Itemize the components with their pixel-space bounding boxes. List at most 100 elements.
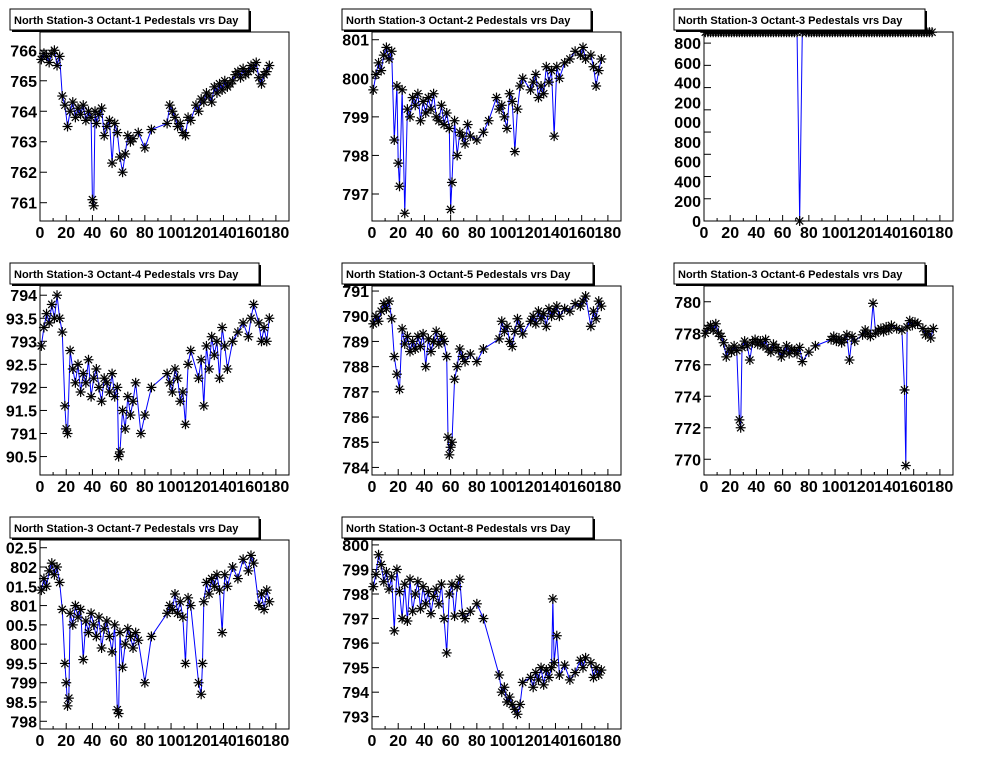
data-point-marker xyxy=(91,363,102,374)
chart-panel-2: 0 20 40 60 80 100 120 140 160 180 797 798 799 800 801 N… xyxy=(341,8,622,242)
data-point-marker xyxy=(844,355,855,366)
chart-panel-7: 0 20 40 60 80 100 120 140 160 180 798 98.5 799 99.5 80… xyxy=(6,516,290,750)
x-tick-label: 80 xyxy=(468,225,486,242)
data-point-marker xyxy=(62,121,73,132)
data-point-marker xyxy=(428,336,439,347)
y-tick-label: 02.5 xyxy=(6,541,37,558)
data-point-marker xyxy=(88,373,99,384)
data-point-marker xyxy=(61,677,72,688)
y-tick-label: 93.5 xyxy=(6,311,37,328)
y-tick-label: 801 xyxy=(342,33,369,50)
data-point-marker xyxy=(394,586,405,597)
x-tick-label: 40 xyxy=(84,225,102,242)
data-point-marker xyxy=(232,573,243,584)
data-point-marker xyxy=(528,77,539,88)
data-point-marker xyxy=(99,623,110,634)
data-point-marker xyxy=(428,591,439,602)
data-point-marker xyxy=(117,405,128,416)
data-point-marker xyxy=(405,111,416,122)
chart-title: North Station-3 Octant-3 Pedestals vrs D… xyxy=(678,15,903,27)
data-point-marker xyxy=(248,558,259,569)
y-tick-label: 797 xyxy=(342,187,369,204)
data-point-marker xyxy=(389,351,400,362)
data-point-marker xyxy=(407,606,418,617)
data-point-marker xyxy=(797,356,808,367)
data-point-marker xyxy=(59,658,70,669)
data-point-marker xyxy=(564,54,575,64)
data-point-marker xyxy=(452,150,463,161)
data-point-marker xyxy=(54,51,65,62)
chart-panel-5: 0 20 40 60 80 100 120 140 160 180 784 785 786 787 788 7… xyxy=(341,262,622,496)
chart-panel-1: 0 20 40 60 80 100 120 140 160 180 761 762 763 764 765 7… xyxy=(9,8,290,242)
data-point-marker xyxy=(139,677,150,688)
data-point-marker xyxy=(36,585,47,596)
data-point-marker xyxy=(443,432,454,443)
data-point-marker xyxy=(368,84,379,95)
data-point-marker xyxy=(73,612,84,623)
data-point-marker xyxy=(88,200,99,211)
data-point-marker xyxy=(243,565,254,576)
y-tick-label: 200 xyxy=(674,95,701,112)
data-point-marker xyxy=(425,608,436,619)
data-point-marker xyxy=(114,151,125,162)
data-point-marker xyxy=(62,428,73,439)
data-point-marker xyxy=(436,579,447,590)
x-tick-label: 40 xyxy=(84,479,102,496)
data-point-marker xyxy=(120,423,131,434)
data-point-marker xyxy=(439,336,450,347)
data-point-marker xyxy=(580,291,591,302)
x-tick-label: 20 xyxy=(721,225,739,242)
data-point-marker xyxy=(386,313,397,324)
data-point-marker xyxy=(232,327,243,338)
x-tick-label: 40 xyxy=(416,225,434,242)
plot-frame xyxy=(371,285,622,476)
series-line xyxy=(372,294,602,455)
data-point-marker xyxy=(917,323,928,334)
x-tick-label: 120 xyxy=(516,479,543,496)
data-point-marker xyxy=(420,598,431,609)
data-point-marker xyxy=(376,559,387,570)
y-tick-label: 764 xyxy=(10,104,37,121)
data-point-marker xyxy=(65,106,76,117)
data-point-marker xyxy=(462,119,473,130)
data-point-marker xyxy=(925,332,936,343)
x-tick-label: 60 xyxy=(774,225,792,242)
data-point-marker xyxy=(261,336,272,347)
data-point-marker xyxy=(198,400,209,411)
data-point-marker xyxy=(444,123,455,134)
data-point-marker xyxy=(183,592,194,603)
data-point-marker xyxy=(167,387,178,398)
data-point-marker xyxy=(259,604,270,615)
x-tick-label: 140 xyxy=(542,225,569,242)
data-point-marker xyxy=(217,322,228,333)
data-point-marker xyxy=(264,313,275,324)
data-point-marker xyxy=(410,589,421,599)
data-point-marker xyxy=(554,311,565,322)
data-point-marker xyxy=(580,54,591,64)
data-point-marker xyxy=(868,298,879,309)
data-point-marker xyxy=(67,619,78,630)
data-point-marker xyxy=(452,581,463,592)
data-point-marker xyxy=(209,581,220,592)
chart-title: North Station-3 Octant-7 Pedestals vrs D… xyxy=(14,523,239,535)
x-tick-label: 20 xyxy=(57,479,75,496)
data-point-marker xyxy=(169,589,180,599)
data-point-marker xyxy=(596,301,607,312)
data-point-marker xyxy=(449,374,460,385)
data-point-marker xyxy=(384,584,395,595)
y-tick-label: 791 xyxy=(342,284,369,301)
y-tick-label: 787 xyxy=(342,385,369,402)
data-point-marker xyxy=(515,699,526,710)
x-tick-label: 60 xyxy=(442,733,460,750)
data-point-marker xyxy=(175,396,186,407)
data-point-marker xyxy=(445,204,456,215)
y-tick-label: 800 xyxy=(342,71,369,88)
data-point-marker xyxy=(41,581,52,592)
data-point-marker xyxy=(251,57,262,68)
x-tick-label: 0 xyxy=(368,225,377,242)
y-tick-label: 776 xyxy=(674,358,701,375)
data-point-marker xyxy=(446,437,457,448)
data-point-marker xyxy=(496,100,507,111)
data-point-marker xyxy=(536,81,547,91)
x-tick-label: 160 xyxy=(900,479,927,496)
